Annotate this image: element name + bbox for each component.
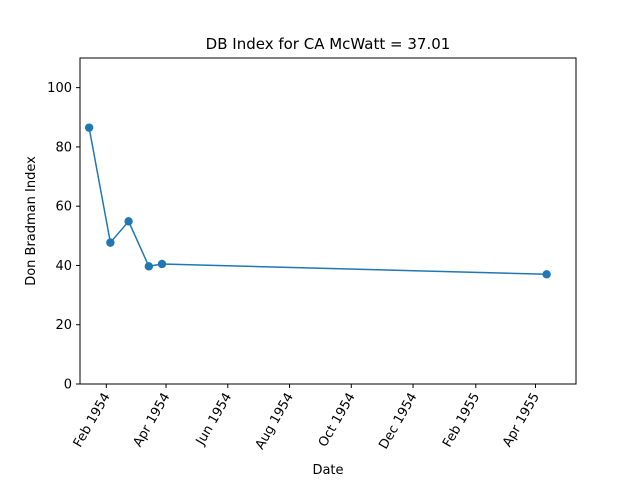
series-layer	[84, 123, 551, 279]
y-tick-label: 100	[47, 81, 72, 96]
chart-title: DB Index for CA McWatt = 37.01	[206, 35, 451, 53]
data-point	[106, 238, 115, 247]
y-axis-title: Don Bradman Index	[24, 156, 39, 286]
data-point	[144, 262, 154, 271]
data-point	[157, 259, 167, 269]
data-point	[124, 217, 133, 226]
y-tick-label: 0	[64, 378, 72, 393]
y-tick-label: 20	[55, 318, 72, 333]
data-point	[542, 270, 551, 279]
y-tick-label: 40	[55, 259, 72, 274]
y-tick-label: 60	[55, 200, 72, 215]
y-tick-label: 80	[55, 140, 72, 155]
y-axis: 0 20 40 60 80 100	[47, 81, 80, 393]
plot-area-frame	[79, 57, 577, 385]
data-point	[84, 123, 94, 132]
x-axis-title: Date	[312, 463, 343, 478]
series-line	[88, 127, 547, 276]
